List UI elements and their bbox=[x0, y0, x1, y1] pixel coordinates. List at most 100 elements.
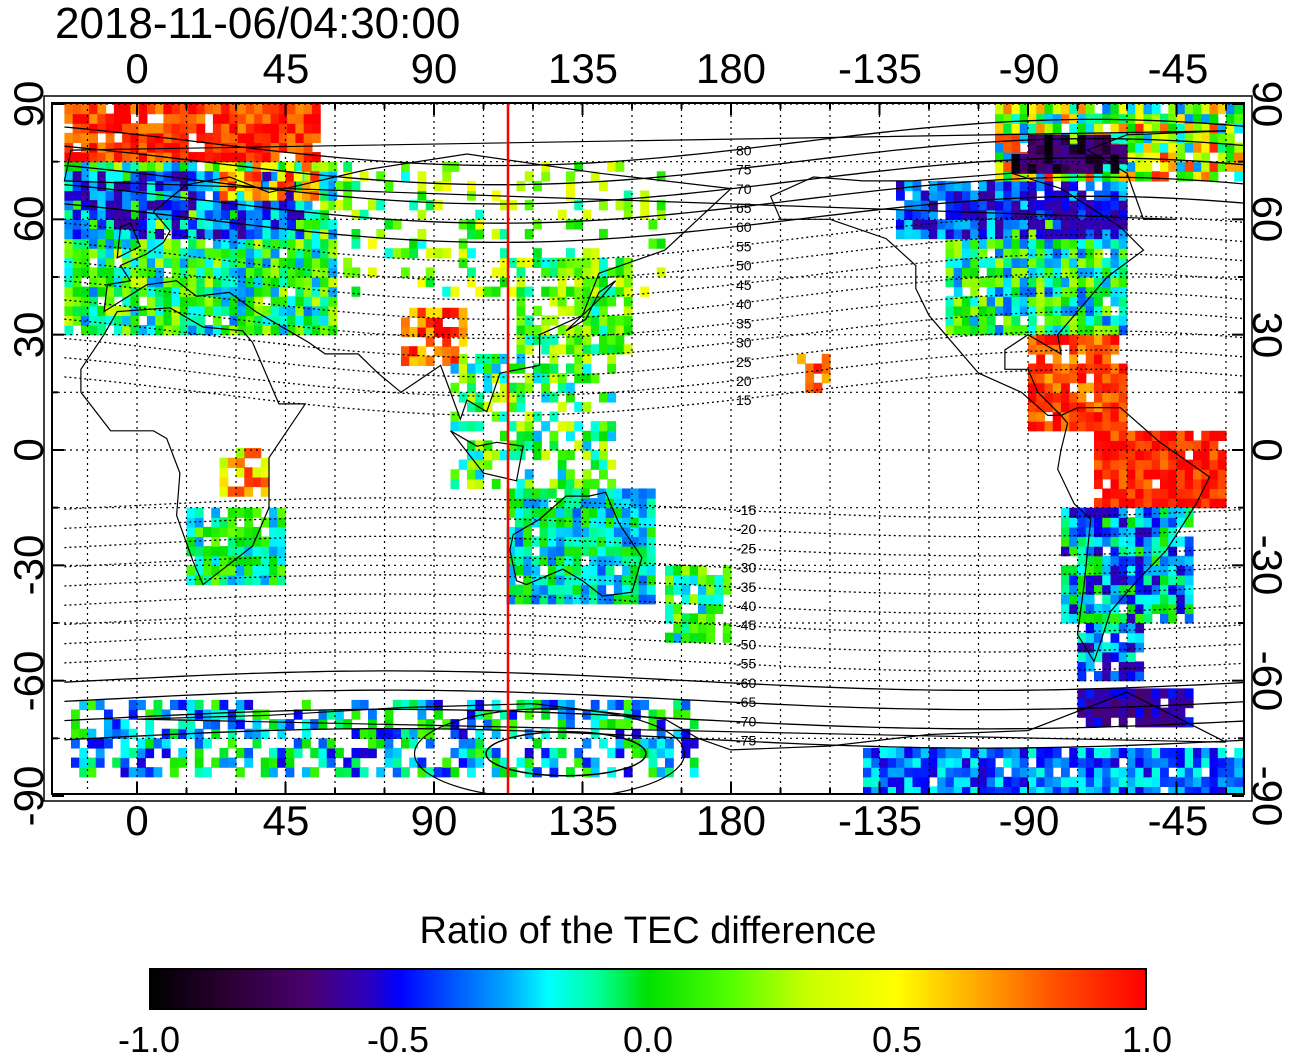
tec-cell bbox=[146, 190, 156, 201]
tec-cell bbox=[539, 507, 549, 518]
tec-cell bbox=[1168, 478, 1178, 490]
tec-cell bbox=[450, 478, 460, 490]
tec-cell bbox=[252, 719, 262, 730]
tec-cell bbox=[1094, 134, 1103, 145]
tec-cell bbox=[580, 526, 590, 538]
tec-cell bbox=[1052, 144, 1062, 155]
tec-cell bbox=[211, 526, 221, 538]
contour-label: 25 bbox=[736, 354, 752, 370]
tec-cell bbox=[1069, 257, 1079, 268]
tec-cell bbox=[1052, 421, 1062, 432]
tec-cell bbox=[1069, 613, 1079, 624]
contour-label: -70 bbox=[736, 713, 756, 729]
tec-cell bbox=[1127, 113, 1136, 124]
tec-cell bbox=[269, 767, 278, 778]
tec-cell bbox=[105, 238, 115, 249]
tec-cell bbox=[1077, 565, 1087, 576]
tec-cell bbox=[1052, 344, 1062, 355]
tec-cell bbox=[648, 757, 658, 768]
tec-cell bbox=[97, 238, 107, 249]
tec-cell bbox=[1052, 190, 1062, 201]
tec-cell bbox=[179, 315, 189, 326]
tec-cell bbox=[539, 555, 549, 566]
tec-cell bbox=[1201, 132, 1211, 144]
tec-cell bbox=[320, 171, 329, 182]
tec-cell bbox=[1036, 286, 1046, 297]
tec-cell bbox=[1110, 180, 1120, 192]
tec-cell bbox=[483, 373, 493, 384]
tec-cell bbox=[467, 709, 476, 720]
tec-cell bbox=[1102, 574, 1112, 586]
tec-cell bbox=[72, 152, 82, 163]
tec-cell bbox=[599, 228, 608, 240]
tec-cell bbox=[541, 421, 551, 432]
tec-cell bbox=[105, 286, 115, 297]
tec-cell bbox=[203, 767, 212, 778]
tec-cell bbox=[211, 757, 221, 768]
tec-cell bbox=[1069, 421, 1079, 432]
tec-cell bbox=[287, 238, 296, 249]
tec-cell bbox=[516, 325, 526, 336]
tec-cell bbox=[1069, 267, 1079, 278]
tec-cell bbox=[514, 594, 524, 605]
tec-cell bbox=[1077, 401, 1087, 413]
tec-cell bbox=[113, 104, 123, 115]
tec-cell bbox=[1201, 142, 1211, 153]
tec-cell bbox=[1135, 507, 1145, 518]
tec-cell bbox=[508, 440, 518, 451]
tec-cell bbox=[615, 747, 625, 759]
tec-cell bbox=[1052, 163, 1062, 174]
tec-cell bbox=[524, 747, 534, 759]
tec-cell bbox=[539, 526, 549, 538]
tec-cell bbox=[236, 767, 245, 778]
tec-cell bbox=[1118, 315, 1128, 326]
tec-cell bbox=[1052, 382, 1062, 393]
tec-cell bbox=[1143, 526, 1153, 538]
tec-cell bbox=[359, 767, 369, 778]
tec-cell bbox=[188, 277, 197, 288]
tec-cell bbox=[646, 536, 656, 547]
tec-cell bbox=[566, 219, 575, 230]
tec-cell bbox=[904, 209, 914, 220]
tec-cell bbox=[146, 209, 156, 220]
tec-cell bbox=[138, 257, 148, 268]
tec-cell bbox=[211, 719, 221, 730]
tec-cell bbox=[1110, 450, 1120, 461]
tec-cell bbox=[458, 326, 468, 338]
tec-cell bbox=[582, 315, 592, 326]
tec-cell bbox=[912, 209, 922, 220]
tec-cell bbox=[524, 411, 534, 422]
tec-cell bbox=[646, 594, 656, 605]
tec-cell bbox=[1184, 123, 1194, 134]
tec-cell bbox=[80, 171, 90, 182]
tec-cell bbox=[1061, 325, 1070, 336]
tec-cell bbox=[269, 536, 278, 547]
tec-cell bbox=[722, 632, 732, 643]
tec-cell bbox=[1110, 776, 1120, 787]
tec-cell bbox=[130, 180, 140, 192]
tec-cell bbox=[442, 171, 452, 182]
tec-cell bbox=[1044, 325, 1054, 336]
tec-cell bbox=[506, 507, 516, 518]
tec-cell bbox=[1118, 488, 1128, 499]
tec-cell bbox=[1110, 421, 1120, 432]
tec-cell bbox=[80, 286, 90, 297]
tec-cell bbox=[1143, 104, 1153, 115]
lon-tick-top: 135 bbox=[547, 45, 619, 92]
tec-cell bbox=[343, 190, 353, 201]
tec-cell bbox=[179, 305, 189, 317]
tec-cell bbox=[80, 113, 90, 124]
tec-cell bbox=[1226, 142, 1235, 153]
contour-label: -75 bbox=[736, 733, 756, 749]
tec-cell bbox=[599, 296, 608, 307]
tec-cell bbox=[245, 257, 255, 268]
tec-cell bbox=[285, 161, 295, 172]
tec-cell bbox=[1069, 526, 1079, 538]
tec-cell bbox=[1052, 305, 1062, 317]
tec-cell bbox=[590, 459, 600, 470]
tec-cell bbox=[1077, 296, 1087, 307]
lon-tick-top: 180 bbox=[695, 45, 767, 92]
tec-cell bbox=[945, 786, 955, 794]
tec-cell bbox=[155, 315, 164, 326]
tec-cell bbox=[1077, 574, 1087, 586]
